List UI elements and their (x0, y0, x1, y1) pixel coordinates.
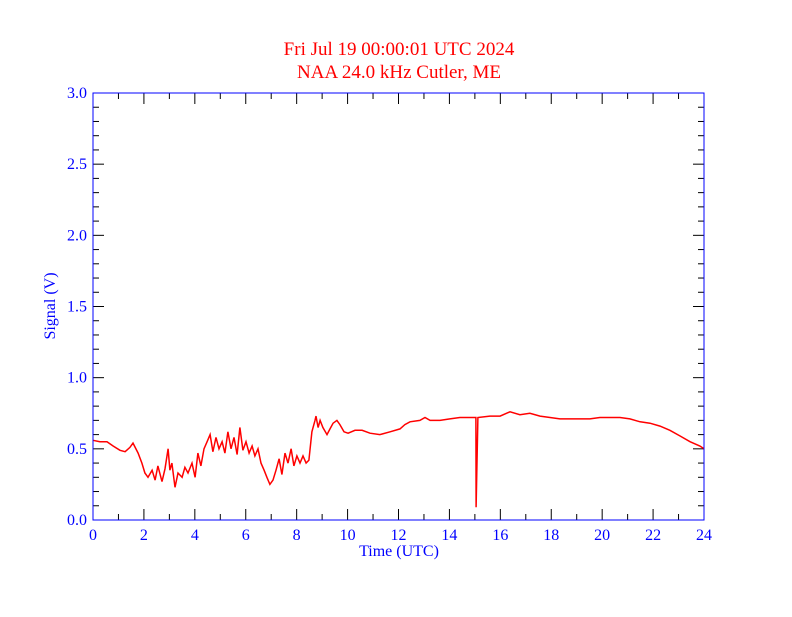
x-tick-label: 2 (140, 527, 148, 544)
x-tick-label: 12 (391, 527, 407, 544)
series-line (92, 411, 705, 508)
x-axis-label: Time (UTC) (359, 543, 439, 560)
x-tick-label: 24 (696, 527, 712, 544)
y-tick-label: 2.0 (67, 227, 87, 244)
x-tick-label: 18 (543, 527, 559, 544)
y-axis-label: Signal (V) (42, 272, 59, 339)
chart-title: Fri Jul 19 00:00:01 UTC 2024 (284, 39, 515, 60)
x-tick-label: 16 (492, 527, 508, 544)
x-tick-label: 6 (242, 527, 250, 544)
plot-frame (92, 92, 705, 521)
y-tick-label: 2.5 (67, 156, 87, 173)
y-tick-label: 1.0 (67, 370, 87, 387)
y-tick-label: 0.5 (67, 441, 87, 458)
x-tick-label: 14 (441, 527, 457, 544)
x-tick-label: 0 (89, 527, 97, 544)
y-tick-label: 1.5 (67, 299, 87, 316)
y-tick-label: 3.0 (67, 85, 87, 102)
y-tick-label: 0.0 (67, 512, 87, 529)
x-tick-label: 22 (645, 527, 661, 544)
x-tick-label: 10 (340, 527, 356, 544)
x-tick-label: 20 (594, 527, 610, 544)
chart-subtitle: NAA 24.0 kHz Cutler, ME (297, 62, 501, 83)
x-tick-label: 8 (293, 527, 301, 544)
x-tick-label: 4 (191, 527, 199, 544)
